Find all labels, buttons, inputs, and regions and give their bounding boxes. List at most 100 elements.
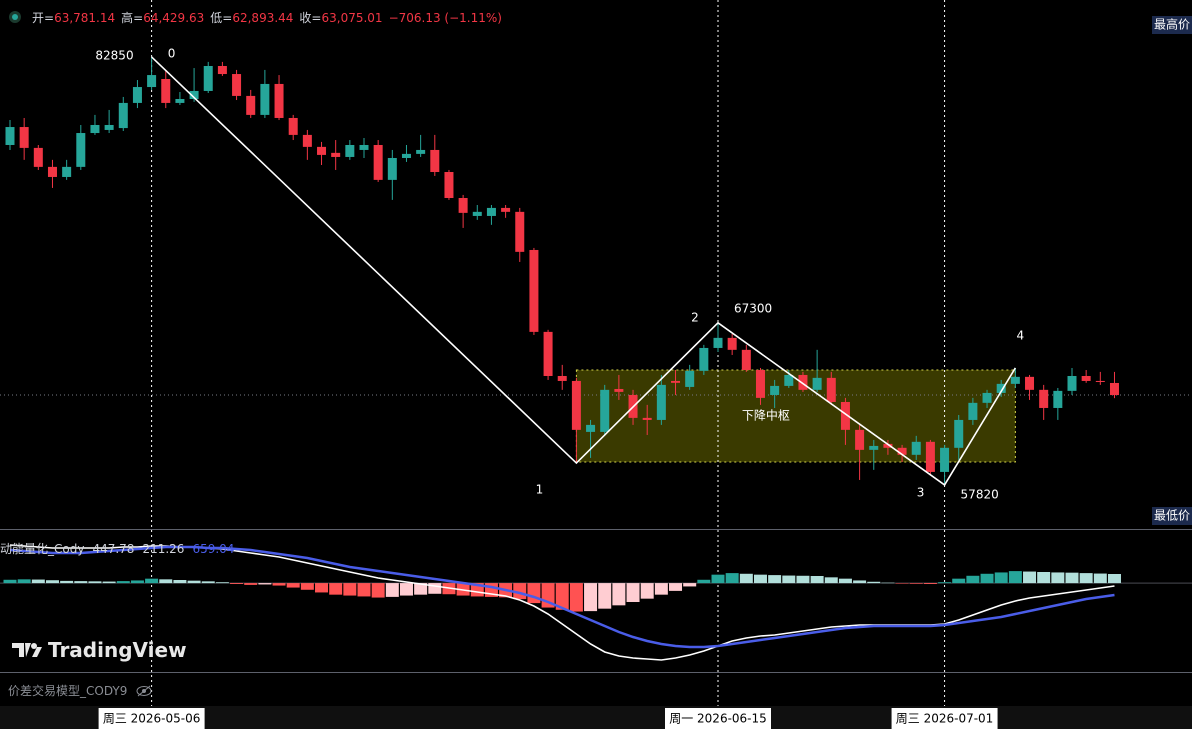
histogram-bar [853,580,867,584]
candle-body [458,198,468,213]
histogram-bar [31,579,45,584]
candle-body [33,147,43,167]
candle-body [232,74,242,96]
ohlc-value: 63,075.01 [321,11,383,25]
candle-body [543,331,553,376]
scale-label-box [1152,16,1192,34]
scale-label: 最低价 [1154,509,1190,523]
candle-body [132,87,142,103]
histogram-bar [159,579,173,584]
pivot-zone [575,369,1016,463]
candle-body [1025,376,1035,390]
histogram-bar [1037,572,1051,584]
wave-label: 2 [691,310,699,324]
candle-body [302,134,312,147]
date-label: 周三 2026-05-06 [103,712,201,726]
ohlc-key: 高= [121,11,144,25]
candle-body [713,337,723,348]
ohlc-value: 64,429.63 [143,11,205,25]
candle-body [430,149,440,173]
wave-label: 4 [1017,328,1025,342]
scale-label: 最高价 [1154,17,1190,32]
candle-body [784,374,794,386]
histogram-bar [1079,573,1093,584]
candle-body [897,447,907,455]
candle-body [147,75,157,88]
candle-body [62,166,72,177]
candle-body [260,83,270,115]
histogram-bar [527,583,541,604]
histogram-bar [739,573,753,584]
histogram-bar [130,580,144,584]
candle-body [76,133,86,167]
candle-body [855,429,865,450]
histogram-bar [980,573,994,584]
date-label-box [98,708,205,729]
candle-body [883,443,893,448]
histogram-bar [697,579,711,584]
candle-body [586,424,596,432]
candle-body [940,447,950,472]
candle-body [1053,390,1063,408]
histogram-bar [399,583,413,596]
histogram-bar [881,582,895,584]
candle-body [416,149,426,154]
visibility-toggle[interactable] [135,685,153,697]
histogram-bar [329,583,343,595]
histogram-bar [824,577,838,584]
histogram-bar [173,580,187,584]
histogram-bar [74,581,88,584]
candle-body [600,389,610,432]
candle-body [770,385,780,395]
candle-body [557,375,567,381]
candle-body [161,78,171,103]
histogram-bar [867,581,881,584]
histogram-bar [923,583,937,584]
ohlc-value: 62,893.44 [232,11,294,25]
histogram-bar [1008,571,1022,584]
histogram-bar [45,580,59,584]
histogram-bar [838,578,852,584]
candle-body [1109,382,1119,396]
candle-body [19,127,29,148]
candle-body [1039,389,1049,408]
candle-body [642,417,652,420]
histogram-bar [640,583,654,599]
date-label-box [665,708,771,729]
candle-body [189,90,199,99]
histogram-bar [258,583,272,585]
candle-body [274,83,284,118]
wave-label: 0 [168,46,176,60]
candle-body [203,66,213,91]
candle-body [968,402,978,420]
ohlc-header: 开=63,781.14 高=64,429.63 低=62,893.44 收=63,07… [32,9,502,26]
date-label: 周三 2026-07-01 [896,712,994,726]
candle-body [246,95,256,115]
candle-body [288,117,298,135]
oscillator-title: 动能量化_Cody [0,542,85,556]
candle-body [104,124,114,130]
candle-body [515,211,525,252]
histogram-bar [569,583,583,612]
histogram-bar [145,578,159,584]
histogram-bar [796,575,810,584]
histogram-bar [598,583,612,609]
candle-body [925,441,935,472]
ohlc-key: 开= [32,11,55,25]
histogram-bar [1023,571,1037,584]
candle-body [1081,375,1091,381]
histogram-bar [782,575,796,584]
date-label-box [891,708,998,729]
candle-body [1095,380,1105,382]
indicator-row: 价差交易模型_CODY9 [8,682,153,699]
candle-body [685,370,695,387]
histogram-bar [1065,572,1079,584]
histogram-bar [895,583,909,584]
histogram-bar [272,583,286,586]
candle-body [501,207,511,212]
histogram-bar [994,572,1008,584]
histogram-bar [60,580,74,584]
histogram-bar [626,583,640,602]
